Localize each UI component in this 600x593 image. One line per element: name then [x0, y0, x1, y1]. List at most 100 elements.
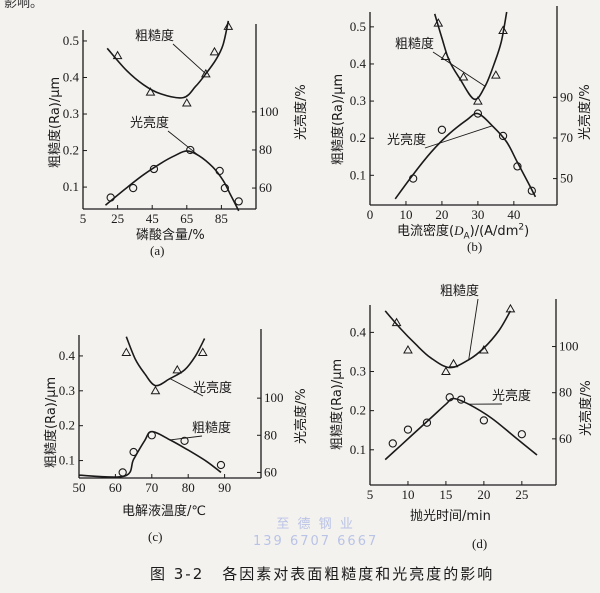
chart-b-ylabel: 粗糙度(Ra)/μm [331, 73, 346, 165]
y-tick-label: 0.2 [350, 130, 366, 145]
chart-a-panel-label: (a) [150, 243, 165, 258]
leader-line [167, 130, 200, 157]
chart-c-panel-label: (c) [148, 529, 163, 544]
watermark-line2: 139 6707 6667 [253, 534, 379, 549]
y-right-tick-label: 80 [259, 142, 272, 157]
y-tick-label: 0.1 [63, 179, 79, 194]
x-tick-label: 5 [80, 211, 87, 226]
circle-marker [473, 109, 483, 118]
circle-marker [147, 431, 156, 440]
y-right-tick-label: 80 [559, 385, 572, 400]
circle-marker [403, 425, 413, 434]
chart-b-xlabel-text: 电流密度(DA)/(A/dm2) [397, 222, 530, 242]
curve-label: 光亮度 [193, 380, 232, 396]
y-right-tick-label: 70 [560, 130, 573, 145]
circle-marker [517, 430, 526, 439]
series-curve-brightness [104, 150, 240, 212]
leader-line [468, 298, 479, 360]
triangle-marker [440, 51, 451, 61]
y-tick-label: 0.3 [63, 106, 79, 121]
y-tick-label: 0.1 [350, 167, 366, 182]
y-tick-label: 0.2 [350, 403, 366, 418]
y-tick-label: 0.2 [59, 418, 75, 433]
page-text-fragment: 影响。 [4, 0, 44, 11]
circle-marker [129, 447, 138, 457]
chart-b-panel-label: (b) [467, 239, 483, 254]
series-curve-roughness [125, 336, 206, 387]
chart-d-panel-label: (d) [472, 536, 488, 551]
circle-marker [215, 166, 224, 176]
x-tick-label: 15 [439, 487, 452, 502]
watermark-line1: 至 德 钢 业 [276, 517, 355, 532]
triangle-marker [448, 358, 459, 368]
x-tick-label: 50 [73, 480, 86, 495]
leader-line [424, 125, 493, 149]
circle-marker [409, 174, 418, 183]
y-right-tick-label: 80 [264, 427, 277, 442]
y-right-tick-label: 60 [559, 431, 572, 446]
circle-marker [479, 416, 489, 425]
circle-marker [513, 162, 522, 171]
leader-line [169, 435, 203, 441]
leader-line [432, 51, 486, 87]
series-curve-roughness [433, 11, 508, 101]
triangle-marker [403, 344, 413, 354]
y-tick-label: 0.1 [59, 453, 75, 468]
y-tick-label: 0.5 [350, 19, 366, 34]
y-tick-label: 0.5 [63, 33, 79, 48]
curve-label: 粗糙度 [440, 283, 479, 299]
circle-marker [216, 460, 226, 470]
triangle-marker [209, 46, 220, 56]
y-right-tick-label: 50 [560, 171, 573, 186]
triangle-marker [498, 25, 508, 35]
chart-c-ylabel: 粗糙度(Ra)/μm [44, 376, 59, 468]
x-tick-label: 5 [367, 487, 374, 502]
chart-b-ylabel-right: 光亮度/% [578, 84, 593, 140]
circle-marker [106, 193, 115, 202]
x-tick-label: 25 [111, 211, 124, 226]
circle-marker [186, 145, 195, 155]
y-tick-label: 0.2 [63, 143, 79, 158]
circle-marker [234, 197, 243, 206]
chart-d-xlabel: 抛光时间/min [410, 509, 491, 524]
curve-label: 粗糙度 [192, 420, 231, 436]
triangle-marker [441, 366, 451, 376]
chart-a-ylabel: 粗糙度(Ra)/μm [48, 76, 63, 168]
x-tick-label: 80 [182, 480, 195, 495]
figure-caption-text: 各因素对表面粗糙度和光亮度的影响 [222, 565, 495, 583]
curve-label: 粗糙度 [135, 28, 174, 44]
circle-marker [456, 395, 466, 404]
x-tick-label: 20 [477, 487, 490, 502]
y-tick-label: 0.3 [59, 383, 75, 398]
x-tick-label: 10 [401, 487, 414, 502]
x-tick-label: 85 [215, 211, 228, 226]
circle-marker [220, 183, 230, 193]
circle-marker [498, 131, 508, 141]
triangle-marker [505, 303, 516, 313]
circle-marker [180, 436, 189, 446]
x-tick-label: 90 [218, 480, 231, 495]
circle-marker [527, 186, 536, 195]
y-tick-label: 0.4 [350, 324, 367, 339]
curve-label: 光亮度 [130, 115, 169, 131]
y-tick-label: 0.1 [350, 442, 366, 457]
leader-line [172, 43, 207, 75]
chart-d-ylabel: 粗糙度(Ra)/μm [330, 358, 345, 450]
triangle-marker [479, 344, 489, 354]
y-tick-label: 0.4 [59, 348, 76, 363]
triangle-marker [491, 70, 501, 79]
y-tick-label: 0.3 [350, 364, 366, 379]
curve-label: 光亮度 [492, 388, 531, 404]
triangle-marker [181, 98, 192, 107]
triangle-marker [433, 18, 444, 27]
series-curve-roughness [106, 20, 230, 99]
triangle-marker [121, 347, 132, 356]
circle-marker [149, 164, 159, 174]
circle-marker [118, 468, 127, 477]
figure-caption: 图 3-2 各因素对表面粗糙度和光亮度的影响 [150, 563, 494, 584]
x-tick-label: 20 [435, 207, 448, 222]
